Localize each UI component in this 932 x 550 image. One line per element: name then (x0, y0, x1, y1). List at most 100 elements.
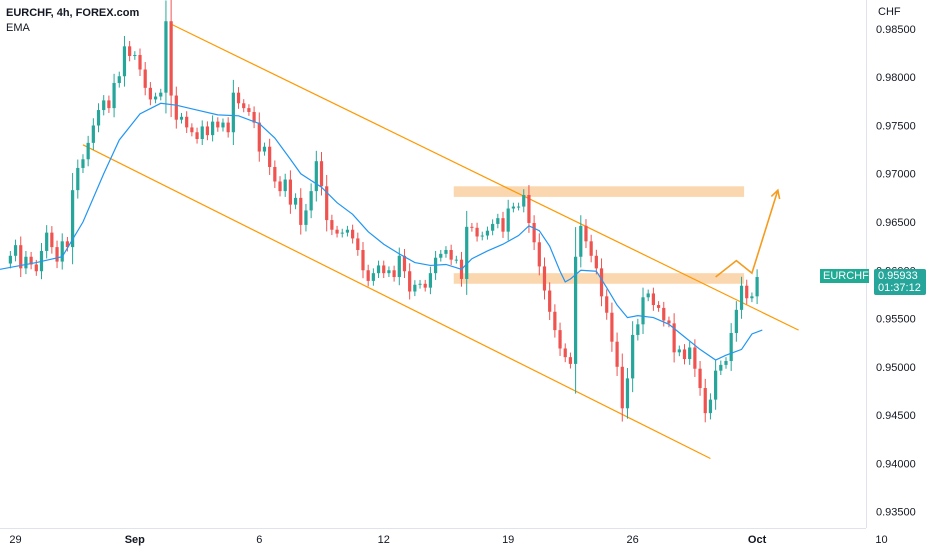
candle-down (542, 266, 547, 291)
candle-down (423, 283, 427, 288)
candle-down (335, 229, 339, 234)
time-tick-label: Sep (125, 534, 145, 546)
candle-down (563, 348, 567, 358)
candle-up (304, 210, 308, 225)
candle-up (309, 191, 313, 211)
symbol-price-tag: EURCHF (820, 268, 869, 283)
candle-up (516, 206, 521, 208)
candle-up (573, 256, 578, 364)
candle-up (81, 159, 85, 168)
candle-up (13, 245, 18, 256)
price-tick-label: 0.95000 (876, 362, 916, 374)
candle-down (268, 146, 272, 167)
candle-down (226, 122, 230, 133)
candle-down (620, 366, 624, 409)
candle-down (537, 242, 541, 267)
candle-up (340, 232, 344, 234)
candle-down (216, 121, 220, 128)
candle-down (325, 186, 329, 221)
candle-down (195, 132, 199, 139)
candle-down (288, 179, 293, 205)
candle-up (677, 349, 681, 353)
candle-up (314, 161, 318, 192)
descending-channel (82, 23, 799, 460)
projection-line (715, 189, 779, 278)
candle-up (439, 253, 443, 258)
time-tick-label: 6 (256, 534, 262, 546)
candle-down (242, 103, 246, 109)
candle-up (179, 116, 184, 120)
candle-down (745, 285, 749, 299)
candle-up (24, 256, 28, 269)
candle-up (631, 334, 635, 379)
candle-up (262, 146, 267, 152)
time-tick-label: 19 (502, 534, 514, 546)
candle-down (247, 108, 251, 112)
candle-down (703, 388, 707, 414)
candle-down (527, 194, 531, 223)
candle-down (273, 166, 277, 182)
bar-countdown: 01:37:12 (878, 281, 921, 294)
symbol-title[interactable]: EURCHF, 4h, FOREX.com (6, 7, 140, 19)
candle-down (532, 222, 536, 243)
candle-down (174, 95, 178, 120)
last-price-value: 0.95933 (878, 269, 918, 282)
candle-down (148, 87, 152, 100)
channel-lower-line (82, 144, 711, 460)
candle-up (86, 142, 90, 160)
candle-down (361, 250, 365, 271)
candle-down (475, 227, 479, 237)
ema-curve (0, 102, 763, 361)
candle-up (345, 229, 350, 233)
candle-down (594, 255, 598, 269)
candle-up (750, 296, 754, 299)
price-tick-label: 0.98000 (876, 72, 916, 84)
candle-up (739, 285, 744, 310)
candle-up (96, 110, 101, 126)
candle-down (470, 226, 474, 228)
candle-up (506, 208, 510, 232)
candle-up (428, 273, 433, 288)
candle-up (76, 167, 80, 191)
candle-down (55, 247, 59, 262)
time-axis[interactable]: 29 Sep 6 12 19 26 Oct 10 (0, 528, 888, 547)
candle-down (615, 341, 619, 367)
time-tick-label: 12 (378, 534, 390, 546)
candle-up (491, 223, 495, 231)
candle-up (625, 378, 630, 409)
candle-down (698, 368, 702, 389)
candle-down (656, 305, 661, 308)
candle-down (449, 250, 453, 260)
time-tick-label: Oct (748, 534, 767, 546)
candle-up (397, 255, 401, 278)
price-tick-label: 0.94000 (876, 458, 916, 470)
candle-down (667, 320, 671, 324)
candle-up (91, 125, 95, 143)
candle-down (252, 111, 256, 123)
candle-down (382, 265, 386, 274)
candle-up (153, 96, 158, 100)
candle-up (231, 92, 235, 133)
candle-up (511, 206, 515, 209)
candle-up (444, 250, 448, 254)
candle-up (714, 370, 718, 400)
candle-up (164, 21, 168, 93)
candle-up (60, 241, 64, 262)
time-tick-label: 29 (9, 534, 21, 546)
indicator-label[interactable]: EMA (6, 22, 30, 34)
resistance-zone (453, 273, 745, 284)
candle-up (371, 273, 375, 281)
candle-up (387, 270, 391, 274)
candle-up (729, 333, 733, 362)
candle-down (366, 270, 370, 281)
candle-up (579, 225, 583, 257)
candle-up (465, 226, 469, 279)
candle-down (392, 270, 396, 278)
candle-down (651, 293, 655, 306)
candle-down (205, 126, 210, 136)
currency-unit: CHF (878, 6, 901, 18)
candle-down (356, 238, 360, 251)
price-axis[interactable]: 0.985000.980000.975000.970000.965000.960… (866, 0, 916, 528)
